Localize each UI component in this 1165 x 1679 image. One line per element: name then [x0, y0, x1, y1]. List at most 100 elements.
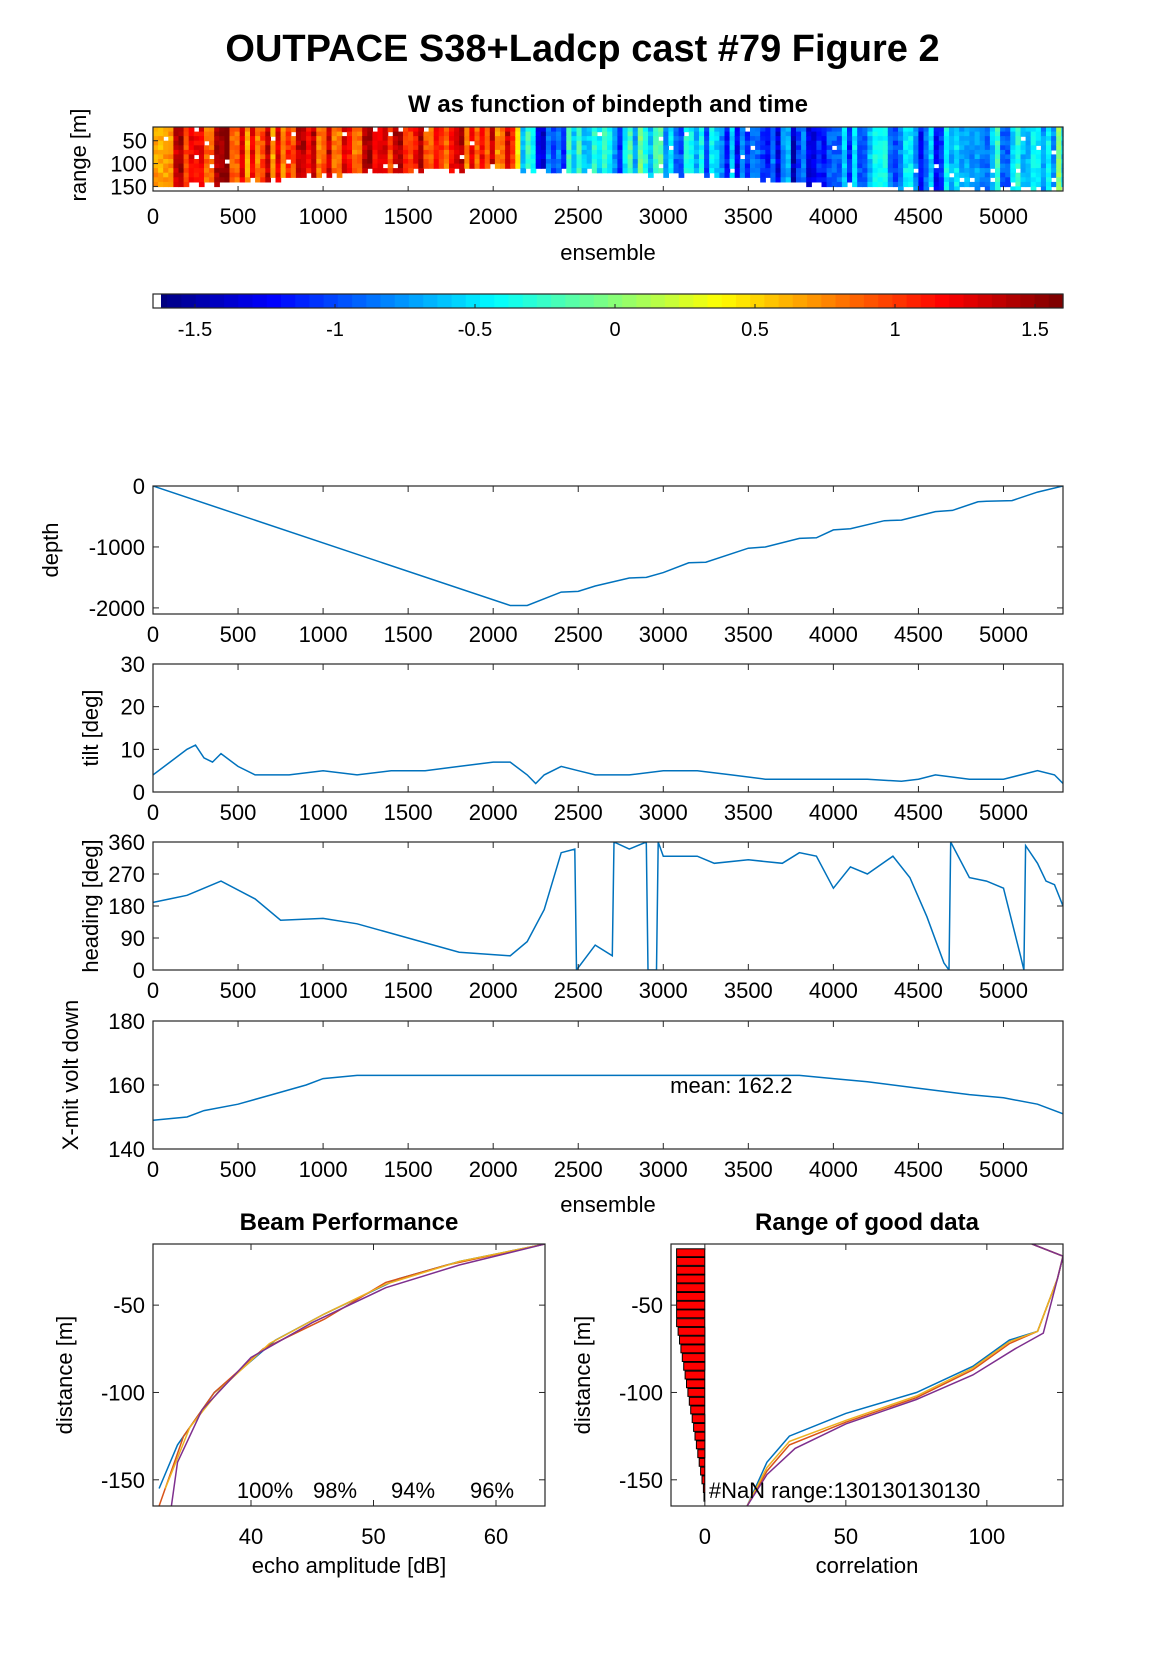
heatmap-cell [530, 145, 537, 151]
heatmap-cell [479, 131, 486, 137]
heatmap-cell [438, 140, 445, 146]
heatmap-cell [806, 154, 812, 160]
heatmap-cell [178, 159, 185, 165]
heatmap-cell [178, 172, 185, 178]
heatmap-cell [632, 163, 639, 169]
y-tick-label: 20 [121, 695, 145, 720]
axes-frame [670, 1243, 1064, 1507]
x-tick-label: 1000 [299, 1157, 348, 1182]
heatmap-cell [188, 127, 195, 133]
heatmap-cell [397, 131, 404, 137]
heatmap-cell [959, 127, 965, 133]
heatmap-cell [668, 136, 675, 142]
heatmap-cell [704, 136, 710, 142]
heatmap-cell [285, 149, 292, 156]
heatmap-cell [693, 149, 700, 156]
heatmap-cell [729, 149, 736, 156]
heatmap-cell [545, 136, 552, 142]
heatmap-cell [586, 163, 593, 169]
nan-bar [690, 1405, 706, 1415]
heatmap-cell [602, 159, 608, 165]
heatmap-cell [612, 145, 618, 151]
heatmap-cell [188, 154, 195, 160]
heatmap-cell [178, 163, 185, 169]
heatmap-cell [714, 172, 720, 178]
heatmap-cell [995, 140, 1001, 146]
heatmap-cell [290, 149, 297, 156]
heatmap-cell [801, 154, 807, 160]
heatmap-cell [377, 159, 384, 165]
heatmap-cell [841, 181, 848, 188]
x-tick-label: 4500 [894, 978, 943, 1003]
heatmap-cell [785, 154, 792, 160]
heatmap-cell [852, 168, 858, 174]
series-line [153, 744, 1063, 785]
heatmap-cell [576, 127, 583, 133]
heatmap-cell [270, 131, 277, 137]
heatmap-cell [617, 149, 624, 156]
heatmap-cell [979, 149, 986, 156]
y-tick-label: 90 [121, 926, 145, 951]
heatmap-cell [678, 168, 685, 174]
heatmap-cell [913, 131, 919, 137]
heatmap-cell [428, 140, 435, 146]
heatmap-cell [959, 140, 965, 146]
heatmap-cell [515, 127, 521, 133]
heatmap-cell [821, 163, 828, 169]
heatmap-cell [591, 136, 598, 142]
heatmap-cell [316, 145, 322, 151]
heatmap-cell [699, 140, 705, 146]
heatmap-cell [933, 154, 940, 160]
heatmap-cell [255, 154, 261, 160]
heatmap-cell [959, 163, 965, 169]
heatmap-cell [596, 154, 603, 160]
heatmap-cell [1025, 136, 1032, 142]
heatmap-cell [775, 145, 782, 151]
heatmap-cell [995, 131, 1001, 137]
heatmap-cell [755, 149, 761, 156]
heatmap-cell [908, 136, 914, 142]
colorbar-swatch [522, 294, 538, 308]
heatmap-cell [642, 131, 649, 137]
heatmap-cell [693, 140, 700, 146]
heatmap-cell [510, 127, 516, 133]
heatmap-cell [153, 172, 159, 178]
heatmap-cell [183, 181, 190, 188]
heatmap-cell [796, 177, 802, 183]
heatmap-cell [954, 177, 960, 183]
heatmap-cell [352, 168, 358, 174]
heatmap-cell [270, 154, 277, 160]
colorbar-swatch [991, 294, 1007, 308]
heatmap-cell [392, 168, 399, 174]
heatmap-cell [734, 154, 741, 160]
heatmap-cell [280, 163, 287, 169]
heatmap-cell [739, 149, 746, 156]
heatmap-cell [714, 163, 720, 169]
heatmap-cell [739, 131, 746, 137]
heatmap-cell [403, 159, 409, 165]
heatmap-cell [831, 131, 838, 137]
heatmap-cell [367, 163, 373, 169]
heatmap-cell [765, 145, 771, 151]
heatmap-cell [158, 131, 164, 137]
heatmap-cell [678, 154, 685, 160]
heatmap-cell [168, 149, 174, 156]
heatmap-cell [306, 140, 312, 146]
heatmap-cell [255, 140, 261, 146]
heatmap-cell [739, 127, 746, 133]
heatmap-cell [857, 136, 863, 142]
heatmap-cell [765, 131, 771, 137]
heatmap-cell [581, 154, 588, 160]
heatmap-cell [581, 127, 588, 133]
heatmap-cell [581, 136, 588, 142]
heatmap-cell [969, 136, 976, 142]
nan-bar [676, 1265, 706, 1275]
heatmap-cell [867, 163, 874, 169]
heatmap-cell [877, 172, 884, 178]
heatmap-cell [954, 159, 960, 165]
heatmap-cell [530, 136, 537, 142]
colorbar-swatch [608, 294, 623, 308]
heatmap-cell [1030, 136, 1037, 142]
heatmap-cell [596, 140, 603, 146]
heatmap-cell [943, 186, 950, 192]
